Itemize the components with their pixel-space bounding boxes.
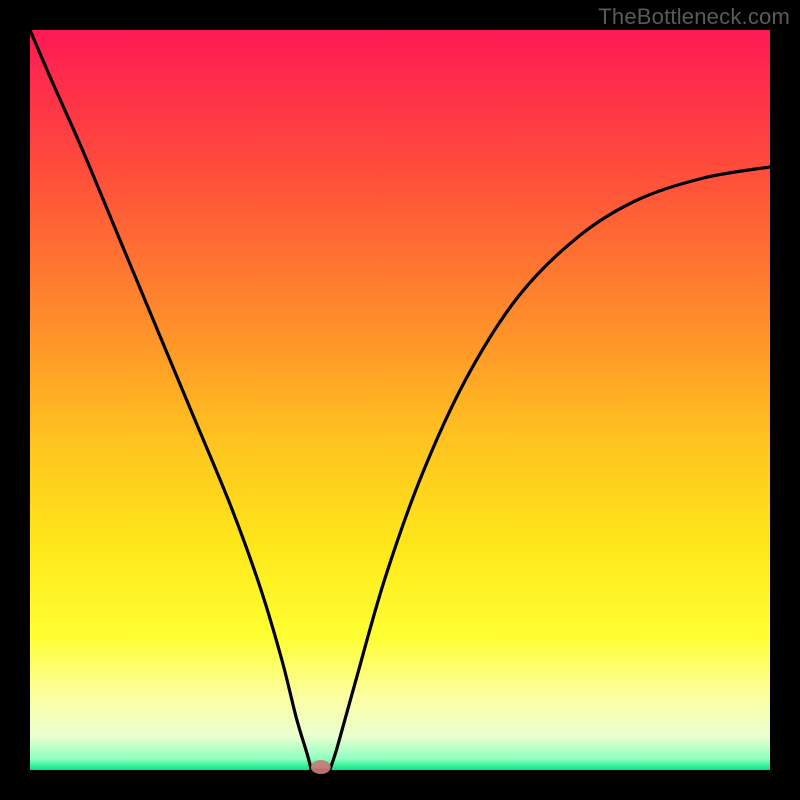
plot-background xyxy=(30,30,770,770)
chart-root: { "watermark": "TheBottleneck.com", "can… xyxy=(0,0,800,800)
minimum-marker xyxy=(311,760,331,774)
bottleneck-chart xyxy=(0,0,800,800)
watermark-text: TheBottleneck.com xyxy=(598,4,790,30)
